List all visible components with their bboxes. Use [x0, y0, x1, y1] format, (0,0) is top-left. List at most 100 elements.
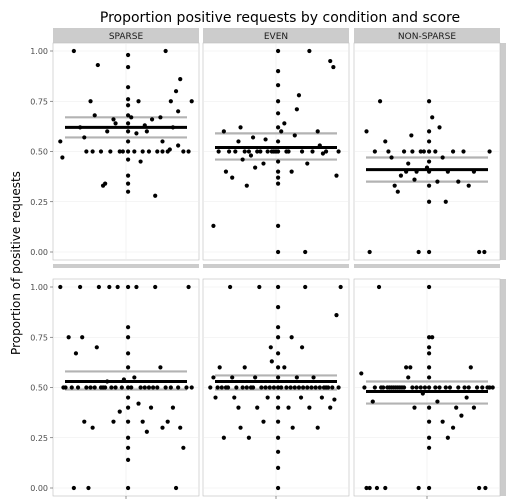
data-point	[111, 419, 116, 424]
data-point	[328, 58, 333, 64]
data-point	[426, 445, 432, 450]
data-point	[258, 149, 263, 154]
data-point	[138, 385, 143, 390]
data-point	[426, 405, 432, 410]
data-point	[119, 385, 124, 390]
data-point	[69, 385, 74, 390]
data-point	[221, 435, 226, 440]
y-tick-label: 0.25	[30, 434, 48, 443]
data-point	[134, 131, 139, 136]
column-strip-label: NON-SPARSE	[398, 32, 456, 42]
data-point	[477, 249, 482, 255]
data-point	[138, 159, 143, 164]
data-point	[437, 125, 442, 130]
data-point	[459, 413, 464, 418]
data-point	[267, 385, 272, 390]
data-point	[186, 149, 191, 154]
data-point	[406, 161, 411, 166]
data-point	[482, 249, 487, 255]
data-point	[71, 48, 76, 54]
data-point	[331, 64, 336, 70]
data-point	[422, 385, 428, 390]
data-point	[155, 149, 160, 154]
data-point	[228, 284, 233, 290]
data-point	[483, 485, 488, 491]
data-point	[107, 284, 112, 290]
data-point	[146, 149, 152, 154]
data-point	[464, 395, 469, 400]
data-point	[435, 179, 440, 184]
data-point	[125, 113, 131, 118]
data-point	[263, 137, 268, 142]
data-point	[125, 405, 131, 410]
data-point	[374, 485, 380, 491]
data-point	[372, 149, 377, 154]
data-point	[71, 485, 76, 491]
data-point	[148, 405, 154, 410]
data-point	[307, 48, 312, 54]
data-point	[186, 284, 191, 290]
data-point	[447, 385, 453, 390]
data-point	[140, 419, 145, 424]
data-point	[275, 169, 281, 174]
data-point	[125, 64, 131, 70]
data-point	[95, 62, 100, 68]
data-point	[286, 405, 291, 410]
data-point	[440, 155, 445, 160]
data-point	[471, 405, 477, 410]
data-point	[125, 103, 131, 108]
data-point	[426, 351, 432, 356]
data-point	[286, 149, 291, 154]
panel	[353, 264, 501, 499]
data-point	[144, 129, 149, 134]
data-point	[275, 375, 281, 380]
data-point	[132, 375, 137, 380]
data-point	[275, 449, 281, 454]
data-point	[265, 149, 270, 154]
data-point	[211, 375, 216, 380]
data-point	[275, 435, 281, 440]
data-point	[211, 223, 216, 228]
data-point	[401, 149, 407, 154]
data-point	[370, 399, 375, 404]
data-point	[58, 139, 63, 144]
data-point	[487, 149, 492, 154]
data-point	[103, 181, 108, 186]
data-point	[176, 143, 181, 148]
data-point	[173, 89, 179, 94]
data-point	[372, 385, 377, 390]
column-strip	[354, 264, 500, 268]
data-point	[221, 129, 226, 134]
column-strip	[53, 264, 199, 268]
column-strip	[354, 28, 500, 43]
data-point	[140, 149, 145, 154]
data-point	[426, 375, 432, 380]
data-point	[149, 117, 155, 122]
data-point	[418, 385, 423, 390]
data-point	[367, 249, 372, 255]
data-point	[168, 385, 173, 390]
column-strip-label: SPARSE	[109, 32, 144, 42]
data-point	[125, 325, 131, 330]
data-point	[290, 425, 295, 430]
data-point	[275, 405, 281, 410]
data-point	[326, 385, 331, 390]
data-point	[63, 385, 68, 390]
data-point	[456, 385, 461, 390]
data-point	[284, 385, 289, 390]
data-point	[487, 385, 492, 390]
data-point	[275, 305, 281, 310]
data-point	[381, 385, 386, 390]
data-point	[125, 445, 131, 450]
data-point	[136, 99, 141, 104]
data-point	[160, 139, 165, 144]
data-point	[364, 129, 369, 134]
data-point	[421, 149, 426, 154]
panel	[202, 264, 350, 499]
data-point	[317, 385, 322, 390]
data-point	[294, 375, 299, 380]
data-point	[336, 385, 341, 390]
data-point	[125, 419, 131, 424]
data-point	[445, 435, 450, 440]
